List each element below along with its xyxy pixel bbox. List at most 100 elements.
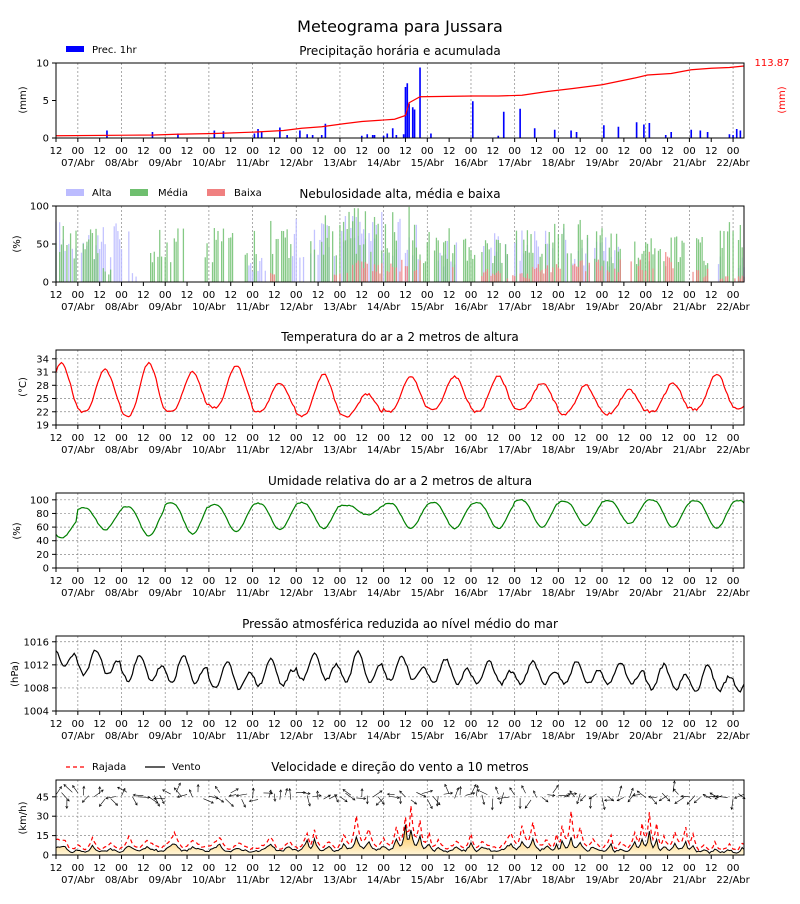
cloud-bar-baixa <box>576 266 577 282</box>
cloud-bar-media <box>454 245 455 282</box>
cloud-bar-baixa <box>620 259 621 282</box>
cloud-bar-baixa <box>507 278 508 282</box>
cloud-bar-baixa <box>407 266 408 282</box>
cloud-xtick-label: 00 <box>115 290 128 301</box>
cloud-bar-media <box>212 262 213 282</box>
press-xtick-label: 00 <box>203 719 216 730</box>
cloud-ytick-label: 100 <box>30 202 49 213</box>
cloud-bar-baixa <box>499 273 500 282</box>
precip-bar <box>412 107 414 138</box>
cloud-bar-media <box>97 253 98 282</box>
cloud-bar-baixa <box>521 273 522 282</box>
temp-xtick-label: 12 <box>443 433 456 444</box>
cloud-bar-alta <box>398 222 399 282</box>
cloud-bar-alta <box>68 244 69 282</box>
cloud-bar-baixa <box>367 264 368 282</box>
wind-arrow <box>673 789 678 795</box>
press-date-label: 11/Abr <box>236 731 270 742</box>
cloud-bar-alta <box>450 262 451 282</box>
cloud-date-label: 13/Abr <box>323 302 357 313</box>
precip-xtick-label: 00 <box>508 146 521 157</box>
cloud-bar-baixa <box>334 275 335 282</box>
wind-xtick-label: 12 <box>443 863 456 874</box>
rh-date-label: 21/Abr <box>673 588 707 599</box>
temp-xtick-label: 12 <box>486 433 499 444</box>
cloud-bar-media <box>470 250 471 282</box>
precip-bar <box>408 104 410 139</box>
wind-ytick-label: 30 <box>36 812 49 823</box>
rh-xtick-label: 00 <box>508 576 521 587</box>
cloud-xtick-label: 12 <box>618 290 631 301</box>
temp-date-label: 11/Abr <box>236 445 270 456</box>
cloud-bar-media <box>159 230 160 282</box>
rh-line <box>56 500 744 538</box>
press-date-label: 18/Abr <box>542 731 576 742</box>
cloud-bar-baixa <box>547 265 548 282</box>
cloud-bar-media <box>570 253 571 282</box>
cloud-bar-alta <box>296 219 297 282</box>
cloud-bar-media <box>157 257 158 282</box>
wind-title: Velocidade e direção do vento a 10 metro… <box>271 760 528 774</box>
wind-xtick-label: 00 <box>421 863 434 874</box>
precip-ytick-label: 10 <box>36 59 49 70</box>
cloud-bar-baixa <box>374 264 375 282</box>
cloud-ylabel: (%) <box>12 235 23 252</box>
precip-title: Precipitação horária e acumulada <box>299 44 501 58</box>
precip-legend-swatch <box>66 46 84 52</box>
cloud-bar-alta <box>259 261 260 282</box>
cloud-bar-media <box>177 228 178 282</box>
cloud-bar-baixa <box>387 271 388 282</box>
press-xtick-label: 12 <box>137 719 150 730</box>
rh-xtick-label: 00 <box>465 576 478 587</box>
cloud-bar-alta <box>117 231 118 282</box>
cloud-bar-baixa <box>556 264 557 282</box>
temp-date-label: 18/Abr <box>542 445 576 456</box>
press-xtick-label: 00 <box>727 719 740 730</box>
cloud-bar-media <box>681 241 682 282</box>
press-xtick-label: 12 <box>661 719 674 730</box>
cloud-xtick-label: 00 <box>552 290 565 301</box>
precip-xtick-label: 12 <box>268 146 281 157</box>
press-xtick-label: 00 <box>334 719 347 730</box>
cloud-bar-media <box>256 254 257 282</box>
wind-arrow <box>510 788 515 795</box>
temp-date-label: 07/Abr <box>61 445 95 456</box>
precip-date-label: 15/Abr <box>411 158 445 169</box>
temp-xtick-label: 12 <box>618 433 631 444</box>
wind-arrow <box>445 784 449 794</box>
precip-bar <box>254 134 256 139</box>
cloud-bar-media <box>634 242 635 282</box>
cloud-bar-media <box>288 258 289 282</box>
cloud-bar-baixa <box>272 274 273 282</box>
rh-date-label: 16/Abr <box>454 588 488 599</box>
cloud-bar-baixa <box>727 276 728 282</box>
precip-xtick-label: 00 <box>159 146 172 157</box>
rh-xtick-label: 00 <box>683 576 696 587</box>
cloud-bar-media <box>525 251 526 282</box>
cloud-xtick-label: 00 <box>421 290 434 301</box>
cloud-bar-baixa <box>552 267 553 282</box>
cloud-bar-baixa <box>419 260 420 282</box>
cloud-bar-media <box>90 229 91 282</box>
cloud-bar-baixa <box>379 274 380 282</box>
cloud-bar-baixa <box>525 278 526 282</box>
cloud-bar-media <box>660 249 661 282</box>
cloud-xtick-label: 00 <box>727 290 740 301</box>
cloud-bar-alta <box>319 240 320 282</box>
cloud-bar-baixa <box>452 267 453 282</box>
wind-date-label: 18/Abr <box>542 875 576 886</box>
press-line <box>56 650 744 692</box>
cloud-bar-baixa <box>581 260 582 282</box>
rh-panel: Umidade relativa do ar a 2 metros de alt… <box>12 474 532 540</box>
precip-bar <box>430 134 432 139</box>
cloud-bar-media <box>469 247 470 282</box>
wind-xtick-label: 00 <box>377 863 390 874</box>
cloud-bar-baixa <box>696 270 697 282</box>
cloud-bar-baixa <box>669 258 670 282</box>
cloud-bar-alta <box>317 255 318 282</box>
cloud-xtick-label: 12 <box>224 290 237 301</box>
cloud-bar-baixa <box>631 261 632 282</box>
